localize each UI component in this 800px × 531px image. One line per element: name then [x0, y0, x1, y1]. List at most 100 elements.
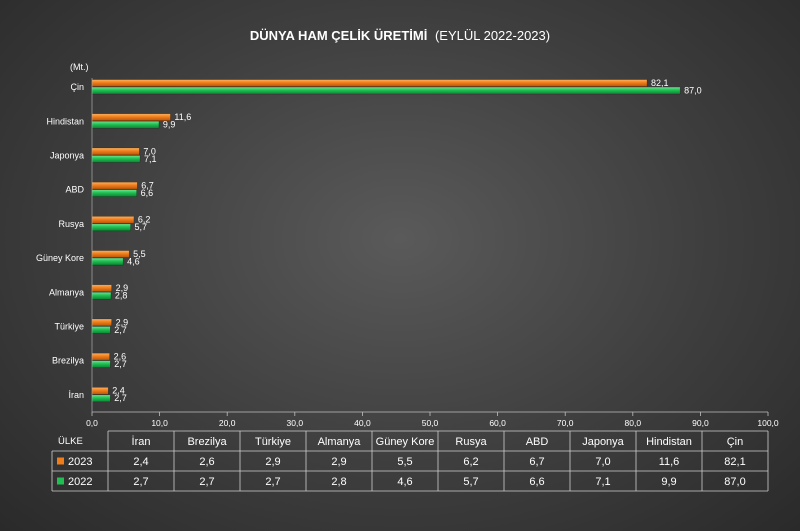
table-cell: 11,6 [659, 456, 680, 468]
bar-2023 [91, 181, 138, 190]
data-label-2023: 2,4 [112, 386, 125, 396]
table-column-header: Hindistan [646, 436, 692, 448]
category-label: Güney Kore [36, 253, 84, 263]
x-tick-label: 80,0 [625, 418, 642, 428]
bar-2022 [91, 189, 137, 197]
category-label: İran [68, 390, 84, 400]
x-tick-label: 100,0 [757, 418, 779, 428]
data-label-2022: 2,7 [114, 393, 127, 403]
table-column-header: Çin [727, 436, 744, 448]
table-cell: 82,1 [724, 456, 745, 468]
table-cell: 7,1 [595, 476, 610, 488]
x-tick-label: 20,0 [219, 418, 236, 428]
table-cell: 2,4 [133, 456, 148, 468]
table-cell: 7,0 [595, 456, 610, 468]
data-label-2023: 2,9 [116, 283, 129, 293]
data-label-2023: 2,6 [114, 352, 127, 362]
data-label-2022: 7,1 [144, 154, 157, 164]
data-label-2023: 2,9 [116, 317, 129, 327]
x-tick-label: 70,0 [557, 418, 574, 428]
data-label-2022: 87,0 [684, 85, 702, 95]
table-cell: 5,7 [463, 476, 478, 488]
table-cell: 87,0 [724, 476, 745, 488]
table-cell: 6,2 [463, 456, 478, 468]
table-column-header: Almanya [318, 436, 362, 448]
data-label-2023: 6,2 [138, 215, 151, 225]
bar-2022 [91, 292, 112, 300]
category-label: Almanya [49, 287, 84, 297]
table-cell: 2,9 [265, 456, 280, 468]
x-axis: 0,0 10,0 20,0 30,0 40,0 50,0 60,0 70,0 80,0 90,0 1… [86, 78, 779, 428]
bar-2023 [91, 216, 135, 224]
bar-2023 [91, 113, 171, 121]
legend-label-2022: 2022 [68, 476, 92, 488]
chart-title-main: DÜNYA HAM ÇELİK ÜRETİMİ [250, 28, 427, 43]
x-tick-label: 60,0 [489, 418, 506, 428]
category-label: Rusya [58, 219, 84, 229]
x-tick-label: 50,0 [422, 418, 439, 428]
data-label-2023: 11,6 [174, 112, 191, 122]
category-label: Japonya [50, 151, 84, 161]
bar-2022 [91, 326, 111, 334]
bar-2022 [91, 360, 111, 368]
table-cell: 2,7 [265, 476, 280, 488]
legend-swatch-2022 [57, 477, 64, 485]
x-tick-label: 90,0 [692, 418, 709, 428]
table-column-header: Türkiye [255, 436, 291, 448]
chart-title: DÜNYA HAM ÇELİK ÜRETİMİ (EYLÜL 2022-2023… [250, 28, 550, 43]
table-column-header: Japonya [582, 436, 624, 448]
data-label-2023: 6,7 [141, 181, 154, 191]
x-tick-label: 40,0 [354, 418, 371, 428]
bar-2022 [91, 86, 681, 95]
data-label-2022: 6,6 [141, 188, 154, 198]
data-label-2023: 82,1 [651, 78, 669, 88]
data-label-2022: 5,7 [135, 222, 148, 232]
data-label-2022: 2,7 [114, 359, 127, 369]
category-label: Türkiye [54, 322, 84, 332]
bar-2023 [91, 318, 112, 327]
table-cell: 2,9 [331, 456, 346, 468]
category-label: Hindistan [46, 116, 84, 126]
bar-2023 [91, 79, 648, 87]
data-label-2022: 2,8 [115, 291, 128, 301]
category-label: Brezilya [52, 356, 84, 366]
data-label-2022: 4,6 [127, 256, 140, 266]
table-column-header: Güney Kore [376, 436, 435, 448]
table-column-header: Rusya [455, 436, 487, 448]
bar-2022 [91, 223, 131, 232]
bar-2022 [91, 394, 111, 403]
chart-subtitle: (EYLÜL 2022-2023) [435, 28, 550, 43]
legend-swatch-2023 [57, 457, 64, 465]
category-label: ABD [65, 185, 84, 195]
bar-2023 [91, 284, 112, 292]
legend-label-2023: 2023 [68, 456, 92, 468]
table-cell: 6,7 [529, 456, 544, 468]
x-tick-label: 30,0 [287, 418, 304, 428]
table-cell: 2,7 [133, 476, 148, 488]
bar-2022 [91, 121, 160, 129]
bar-2022 [91, 155, 141, 163]
table-column-header: ABD [526, 436, 549, 448]
bar-2023 [91, 250, 130, 258]
data-label-2023: 5,5 [133, 249, 146, 259]
table-cell: 2,7 [199, 476, 214, 488]
table-cell: 5,5 [397, 456, 412, 468]
data-label-2022: 2,7 [114, 325, 127, 335]
table-column-header: İran [132, 435, 151, 448]
table-cell: 2,6 [199, 456, 214, 468]
data-label-2023: 7,0 [143, 146, 156, 156]
bar-2022 [91, 257, 124, 266]
table-column-header: Brezilya [187, 436, 227, 448]
category-label: Çin [70, 82, 84, 92]
table-cell: 2,8 [331, 476, 346, 488]
x-tick-label: 10,0 [151, 418, 168, 428]
unit-label: (Mt.) [70, 62, 89, 72]
table-header-label: ÜLKE [58, 436, 83, 447]
table-cell: 9,9 [661, 476, 676, 488]
table-cell: 6,6 [529, 476, 544, 488]
data-table: ÜLKE İran Brezilya Türkiye Almanya Güney Kore… [51, 430, 769, 492]
bar-2023 [91, 147, 140, 156]
bar-2023 [91, 352, 110, 361]
bar-2023 [91, 387, 109, 395]
